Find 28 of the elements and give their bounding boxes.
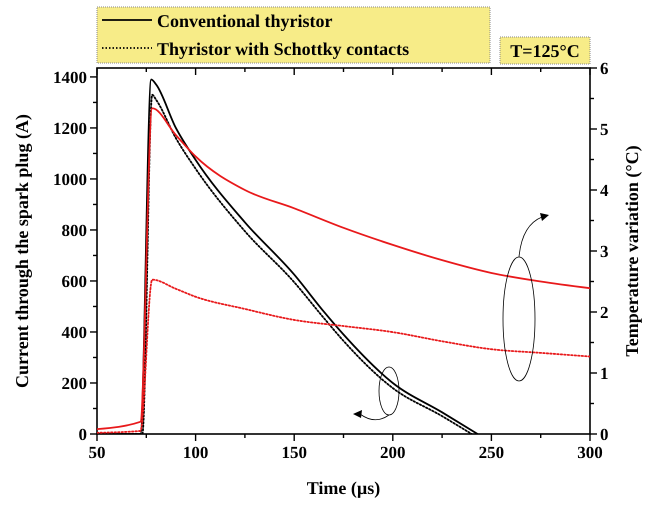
- y2-tick-label: 3: [600, 242, 608, 261]
- y-tick-label: 1400: [53, 68, 87, 87]
- x-tick-label: 150: [281, 443, 307, 462]
- y2-tick-label: 6: [600, 59, 608, 78]
- legend-label: Thyristor with Schottky contacts: [157, 39, 410, 59]
- x-tick-label: 300: [577, 443, 603, 462]
- y-tick-label: 0: [78, 425, 87, 444]
- y2-tick-label: 4: [600, 181, 609, 200]
- y-axis-title: Current through the spark plug (A): [12, 114, 32, 388]
- y-tick-label: 1000: [53, 170, 87, 189]
- y-tick-label: 1200: [53, 118, 87, 138]
- y-tick-label: 800: [62, 220, 87, 240]
- text: T=125°C: [510, 41, 580, 61]
- legend-label: Conventional thyristor: [157, 11, 333, 31]
- y2-tick-label: 0: [600, 425, 608, 444]
- y2-tick-label: 2: [600, 303, 608, 322]
- x-axis-title: Time (µs): [306, 478, 380, 498]
- y-tick-label: 600: [62, 272, 87, 291]
- line-series: [97, 107, 590, 430]
- y-tick-label: 200: [62, 374, 87, 393]
- x-tick-label: 200: [380, 443, 406, 462]
- x-tick-label: 250: [478, 443, 504, 462]
- x-tick-label: 50: [88, 443, 106, 462]
- y2-axis-title: Temperature variation (°C): [622, 145, 642, 357]
- y2-tick-label: 1: [600, 364, 608, 383]
- y-tick-label: 400: [62, 322, 87, 342]
- x-tick-label: 100: [182, 443, 208, 462]
- y2-tick-label: 5: [600, 120, 608, 139]
